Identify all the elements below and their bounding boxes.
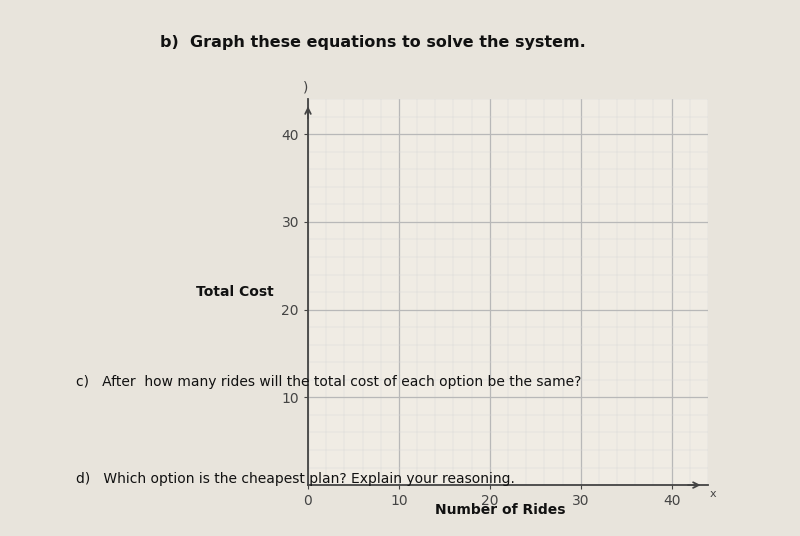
Text: ): ): [302, 81, 308, 95]
Text: x: x: [710, 489, 717, 500]
Text: d)   Which option is the cheapest plan? Explain your reasoning.: d) Which option is the cheapest plan? Ex…: [76, 472, 515, 486]
Text: b)  Graph these equations to solve the system.: b) Graph these equations to solve the sy…: [160, 35, 586, 50]
Text: c)   After  how many rides will the total cost of each option be the same?: c) After how many rides will the total c…: [76, 375, 582, 389]
Text: Number of Rides: Number of Rides: [434, 503, 566, 517]
Text: Total Cost: Total Cost: [196, 285, 274, 299]
